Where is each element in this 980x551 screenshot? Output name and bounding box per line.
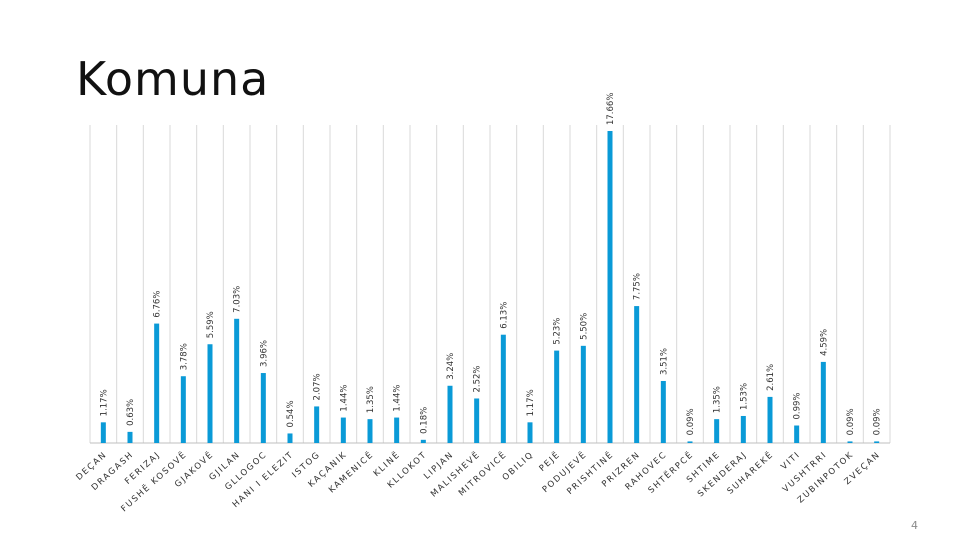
bar <box>500 334 506 443</box>
data-label: 1.44% <box>393 385 403 412</box>
data-label: 1.35% <box>366 386 376 413</box>
bar <box>180 376 186 443</box>
data-label: 3.78% <box>179 343 189 370</box>
bar <box>660 380 666 443</box>
bar <box>847 441 853 443</box>
bar <box>287 433 293 443</box>
bar <box>394 417 400 443</box>
bar <box>367 419 373 443</box>
page-number: 4 <box>911 519 918 532</box>
data-label: 1.53% <box>739 383 749 410</box>
data-label: 0.54% <box>286 400 296 427</box>
category-label: PRISHTINË <box>565 449 616 497</box>
category-label: SHTËRPCË <box>646 449 696 496</box>
bar <box>234 318 240 443</box>
data-label: 4.59% <box>819 329 829 356</box>
bar <box>767 396 773 443</box>
data-label: 17.66% <box>606 93 616 125</box>
data-label: 0.63% <box>126 399 136 426</box>
data-label: 0.09% <box>686 408 696 435</box>
bar <box>127 431 133 443</box>
category-label: PODUJEVË <box>540 449 589 495</box>
bar <box>100 422 106 443</box>
bar <box>474 398 480 443</box>
data-label: 1.17% <box>526 389 536 416</box>
data-label: 0.18% <box>419 407 429 434</box>
category-label: SUHAREKË <box>725 449 776 497</box>
data-label: 6.13% <box>499 302 509 329</box>
bar <box>447 385 453 443</box>
data-label: 7.03% <box>233 286 243 313</box>
data-label: 6.76% <box>153 291 163 318</box>
bar <box>874 441 880 443</box>
bar <box>260 373 266 443</box>
bar <box>794 425 800 443</box>
bar <box>820 361 826 443</box>
bar <box>340 417 346 443</box>
data-label: 5.59% <box>206 311 216 338</box>
bar <box>687 441 693 443</box>
data-label: 3.24% <box>446 353 456 380</box>
bar <box>527 422 533 443</box>
data-label: 3.96% <box>259 340 269 367</box>
bar <box>420 439 426 443</box>
data-label: 2.07% <box>313 373 323 400</box>
data-label: 2.52% <box>473 365 483 392</box>
data-label: 1.35% <box>713 386 723 413</box>
bar <box>314 406 320 443</box>
data-label: 7.75% <box>633 273 643 300</box>
data-label: 2.61% <box>766 364 776 391</box>
bar <box>714 419 720 443</box>
bar <box>554 350 560 443</box>
data-label: 1.44% <box>339 385 349 412</box>
data-label: 5.50% <box>579 313 589 340</box>
page-title: Komuna <box>76 52 270 106</box>
data-label: 5.23% <box>553 318 563 345</box>
bar <box>154 323 160 443</box>
bar <box>580 345 586 443</box>
bar <box>634 306 640 443</box>
category-label: KAMENICË <box>326 449 376 495</box>
data-label: 0.09% <box>846 408 856 435</box>
bar <box>740 415 746 443</box>
data-label: 3.51% <box>659 348 669 375</box>
bar <box>607 131 613 444</box>
bar <box>207 344 213 443</box>
data-label: 0.99% <box>793 392 803 419</box>
data-label: 1.17% <box>99 389 109 416</box>
data-label: 0.09% <box>873 408 883 435</box>
category-label: VITI <box>779 450 802 472</box>
